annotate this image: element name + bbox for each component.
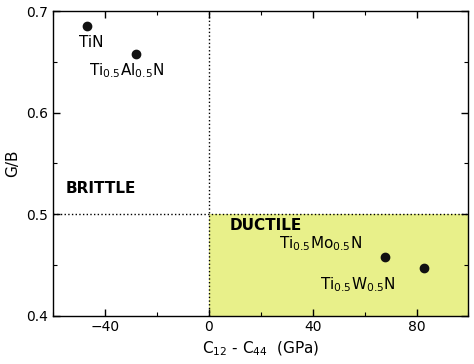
Text: Ti$_{0.5}$Al$_{0.5}$N: Ti$_{0.5}$Al$_{0.5}$N — [89, 61, 164, 79]
Text: Ti$_{0.5}$W$_{0.5}$N: Ti$_{0.5}$W$_{0.5}$N — [320, 275, 396, 294]
Text: DUCTILE: DUCTILE — [229, 218, 302, 233]
Text: TiN: TiN — [79, 35, 103, 51]
Y-axis label: G/B: G/B — [6, 150, 20, 177]
X-axis label: C$_{12}$ - C$_{44}$  (GPa): C$_{12}$ - C$_{44}$ (GPa) — [202, 340, 319, 359]
Text: BRITTLE: BRITTLE — [66, 181, 137, 196]
Bar — [209, 214, 468, 316]
Text: Ti$_{0.5}$Mo$_{0.5}$N: Ti$_{0.5}$Mo$_{0.5}$N — [279, 234, 362, 253]
